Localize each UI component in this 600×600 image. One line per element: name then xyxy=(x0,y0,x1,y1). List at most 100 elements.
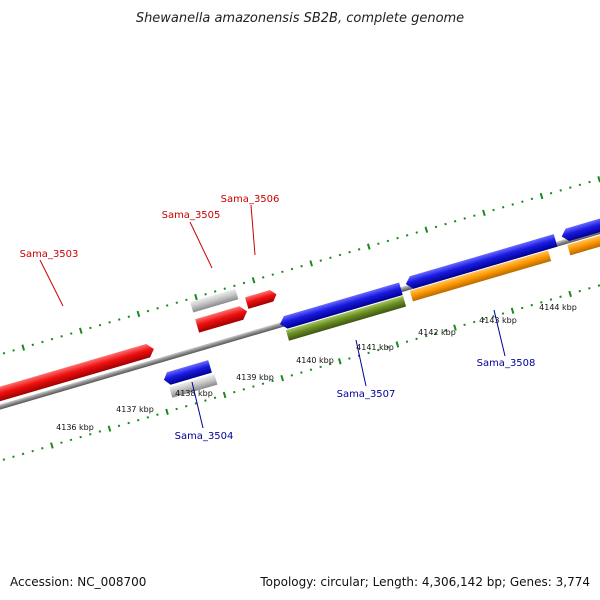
label-sama-3505: Sama_3505 xyxy=(162,210,221,221)
minor-tick xyxy=(530,197,534,201)
gene-sama-3503 xyxy=(0,343,154,403)
major-tick xyxy=(79,327,83,334)
minor-tick xyxy=(328,362,332,366)
major-tick xyxy=(597,176,600,183)
leader-sama-3506 xyxy=(250,204,256,256)
minor-tick xyxy=(252,385,255,388)
grey-feature-1 xyxy=(190,288,239,313)
minor-tick xyxy=(98,430,102,433)
minor-tick xyxy=(578,183,582,187)
minor-tick xyxy=(69,438,73,442)
minor-tick xyxy=(117,318,121,321)
minor-tick xyxy=(261,382,265,385)
major-tick xyxy=(568,290,572,298)
minor-tick xyxy=(31,343,35,347)
minor-tick xyxy=(31,449,34,453)
label-sama-3507: Sama_3507 xyxy=(337,389,396,400)
tick-label-4137: 4137 kbp xyxy=(116,405,154,414)
gene-sama-3504 xyxy=(163,360,212,385)
minor-tick xyxy=(2,351,6,355)
minor-tick xyxy=(588,287,591,290)
minor-tick xyxy=(348,250,351,254)
minor-tick xyxy=(175,407,178,411)
gene-sama-3505 xyxy=(195,306,248,333)
minor-tick xyxy=(156,307,159,310)
minor-tick xyxy=(41,340,44,344)
minor-tick xyxy=(434,225,438,229)
minor-tick xyxy=(453,220,457,223)
minor-tick xyxy=(482,317,486,321)
major-tick xyxy=(424,226,429,233)
orange-feature-1 xyxy=(409,250,552,302)
olive-feature xyxy=(285,295,407,341)
major-tick xyxy=(21,344,26,351)
major-tick xyxy=(165,408,169,415)
minor-tick xyxy=(559,295,562,298)
minor-tick xyxy=(137,418,140,422)
tick-label-4140: 4140 kbp xyxy=(296,356,334,365)
minor-tick xyxy=(415,231,418,234)
label-sama-3508: Sama_3508 xyxy=(477,358,536,369)
minor-tick xyxy=(405,234,409,237)
tick-label-4136: 4136 kbp xyxy=(56,423,94,432)
minor-tick xyxy=(204,399,207,402)
minor-tick xyxy=(501,206,505,209)
minor-tick xyxy=(146,416,150,419)
genome-summary: Topology: circular; Length: 4,306,142 bp… xyxy=(259,575,590,589)
minor-tick xyxy=(60,335,63,338)
minor-tick xyxy=(98,323,102,327)
major-tick xyxy=(453,324,457,331)
minor-tick xyxy=(367,351,370,355)
minor-tick xyxy=(261,276,265,279)
minor-tick xyxy=(405,340,409,343)
gene-sama-3506 xyxy=(245,290,277,309)
minor-tick xyxy=(376,348,380,352)
minor-tick xyxy=(357,248,361,251)
minor-tick xyxy=(319,259,323,262)
minor-tick xyxy=(232,390,236,394)
tick-row-forward xyxy=(2,176,600,355)
minor-tick xyxy=(185,298,188,302)
map-title: Shewanella amazonensis SB2B, complete ge… xyxy=(136,11,464,26)
minor-tick xyxy=(463,217,466,220)
major-tick xyxy=(50,442,54,449)
minor-tick xyxy=(424,334,428,338)
minor-tick xyxy=(415,337,418,341)
minor-tick xyxy=(60,441,63,444)
minor-tick xyxy=(386,346,390,349)
minor-tick xyxy=(79,435,82,439)
minor-tick xyxy=(540,301,543,304)
minor-tick xyxy=(2,458,6,461)
leader-sama-3504 xyxy=(191,381,204,429)
minor-tick xyxy=(578,289,581,293)
minor-tick xyxy=(434,331,438,335)
minor-tick xyxy=(184,404,188,408)
label-sama-3506: Sama_3506 xyxy=(221,194,280,205)
minor-tick xyxy=(281,270,284,274)
major-tick xyxy=(539,192,544,200)
minor-tick xyxy=(300,264,303,268)
major-tick xyxy=(338,358,342,365)
minor-tick xyxy=(50,337,54,341)
gene-sama-3508 xyxy=(405,234,558,289)
minor-tick xyxy=(213,290,217,293)
minor-tick xyxy=(472,320,476,324)
major-tick xyxy=(194,293,198,301)
minor-tick xyxy=(319,365,322,369)
major-tick xyxy=(280,374,285,382)
minor-tick xyxy=(194,402,198,405)
minor-tick xyxy=(223,287,227,290)
minor-tick xyxy=(348,357,351,360)
orange-feature-2 xyxy=(567,225,600,256)
minor-tick xyxy=(156,413,159,416)
minor-tick xyxy=(386,239,390,243)
major-tick xyxy=(482,209,486,217)
minor-tick xyxy=(21,452,25,456)
minor-tick xyxy=(271,273,275,276)
minor-tick xyxy=(165,304,169,307)
major-tick xyxy=(395,341,400,348)
minor-tick xyxy=(146,309,150,313)
minor-tick xyxy=(69,332,73,335)
label-sama-3503: Sama_3503 xyxy=(20,249,79,260)
minor-tick xyxy=(89,326,92,330)
